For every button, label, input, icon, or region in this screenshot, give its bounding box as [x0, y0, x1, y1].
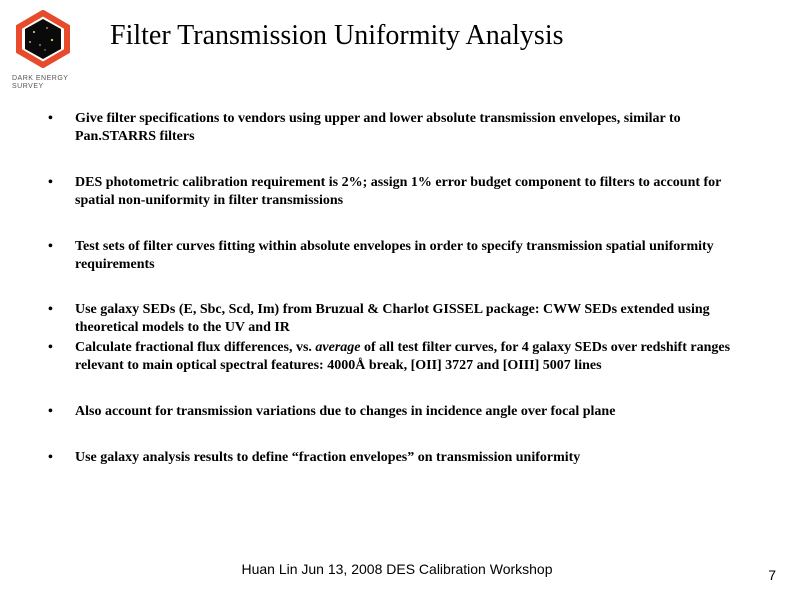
- bullet-gap: [40, 273, 764, 301]
- bullet-item: Use galaxy analysis results to define “f…: [40, 449, 764, 467]
- bullet-gap: [40, 210, 764, 238]
- logo-label: DARK ENERGY SURVEY: [12, 75, 82, 92]
- bullet-list: Give filter specifications to vendors us…: [40, 110, 764, 467]
- footer-text: Huan Lin Jun 13, 2008 DES Calibration Wo…: [0, 561, 794, 577]
- bullet-item: Calculate fractional flux differences, v…: [40, 339, 764, 375]
- bullet-item: Also account for transmission variations…: [40, 403, 764, 421]
- des-logo: DARK ENERGY SURVEY: [12, 10, 82, 92]
- bullet-gap: [40, 146, 764, 174]
- page-number: 7: [768, 567, 776, 583]
- bullet-item: Use galaxy SEDs (E, Sbc, Scd, Im) from B…: [40, 301, 764, 337]
- page-title: Filter Transmission Uniformity Analysis: [110, 20, 754, 52]
- bullet-item: DES photometric calibration requirement …: [40, 174, 764, 210]
- bullet-gap: [40, 421, 764, 449]
- bullet-gap: [40, 375, 764, 403]
- bullet-item: Give filter specifications to vendors us…: [40, 110, 764, 146]
- hexagon-logo-icon: [12, 10, 74, 68]
- bullet-item: Test sets of filter curves fitting withi…: [40, 238, 764, 274]
- content-area: Give filter specifications to vendors us…: [40, 110, 764, 467]
